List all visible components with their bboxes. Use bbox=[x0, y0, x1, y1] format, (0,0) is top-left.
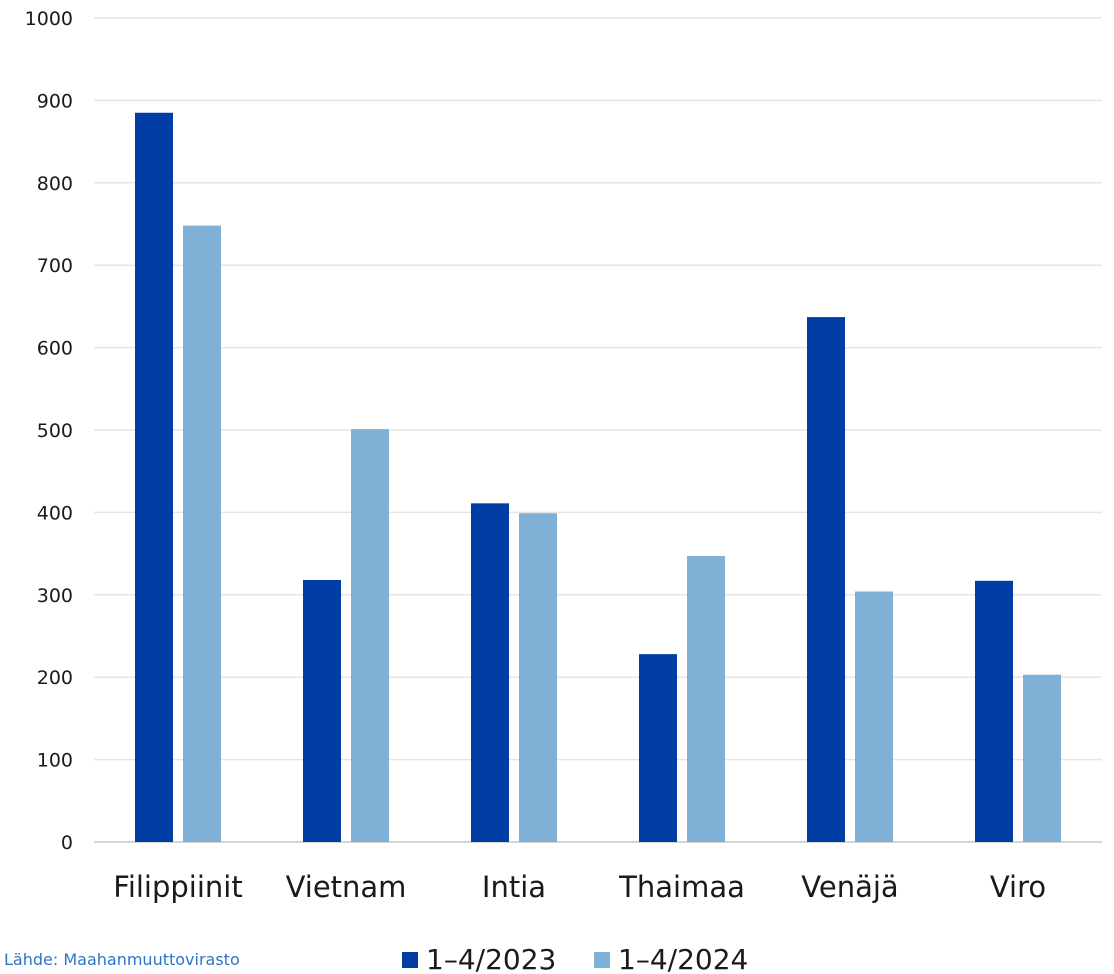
footnote: Lähde: Maahanmuuttovirasto bbox=[4, 950, 240, 969]
x-tick-label: Intia bbox=[482, 870, 546, 904]
y-tick-label: 200 bbox=[37, 667, 73, 689]
x-tick-label: Viro bbox=[990, 870, 1046, 904]
bar bbox=[639, 654, 677, 842]
y-tick-label: 1000 bbox=[25, 8, 73, 30]
bar bbox=[687, 556, 725, 842]
y-tick-label: 700 bbox=[37, 255, 73, 277]
bar bbox=[303, 579, 341, 842]
bar bbox=[975, 580, 1013, 842]
y-tick-label: 600 bbox=[37, 338, 73, 360]
y-tick-label: 400 bbox=[37, 502, 73, 524]
gridlines bbox=[94, 17, 1102, 843]
legend-swatch bbox=[402, 952, 418, 968]
bar bbox=[1023, 674, 1061, 842]
x-tick-label: Filippiinit bbox=[113, 870, 242, 904]
legend-label: 1–4/2024 bbox=[618, 943, 748, 974]
bar bbox=[855, 591, 893, 842]
bar bbox=[135, 112, 173, 842]
x-axis-tick-labels: Filippiinit Vietnam Intia Thaimaa Venäjä Viro bbox=[113, 870, 1046, 904]
bar bbox=[519, 513, 557, 842]
bars bbox=[135, 112, 1061, 842]
bar bbox=[351, 429, 389, 842]
legend-label: 1–4/2023 bbox=[426, 943, 556, 974]
x-tick-label: Thaimaa bbox=[618, 870, 745, 904]
bar bbox=[807, 317, 845, 842]
y-tick-label: 800 bbox=[37, 173, 73, 195]
legend-swatch bbox=[594, 952, 610, 968]
y-tick-label: 0 bbox=[61, 832, 73, 854]
y-tick-label: 900 bbox=[37, 90, 73, 112]
y-tick-label: 300 bbox=[37, 585, 73, 607]
bar bbox=[183, 225, 221, 842]
y-axis-tick-labels: 0 100 200 300 400 500 600 700 800 900 1000 bbox=[25, 8, 73, 854]
y-tick-label: 100 bbox=[37, 750, 73, 772]
x-tick-label: Venäjä bbox=[801, 870, 898, 904]
legend: 1–4/2023 1–4/2024 bbox=[402, 943, 748, 974]
x-tick-label: Vietnam bbox=[286, 870, 407, 904]
bar bbox=[471, 503, 509, 842]
y-tick-label: 500 bbox=[37, 420, 73, 442]
